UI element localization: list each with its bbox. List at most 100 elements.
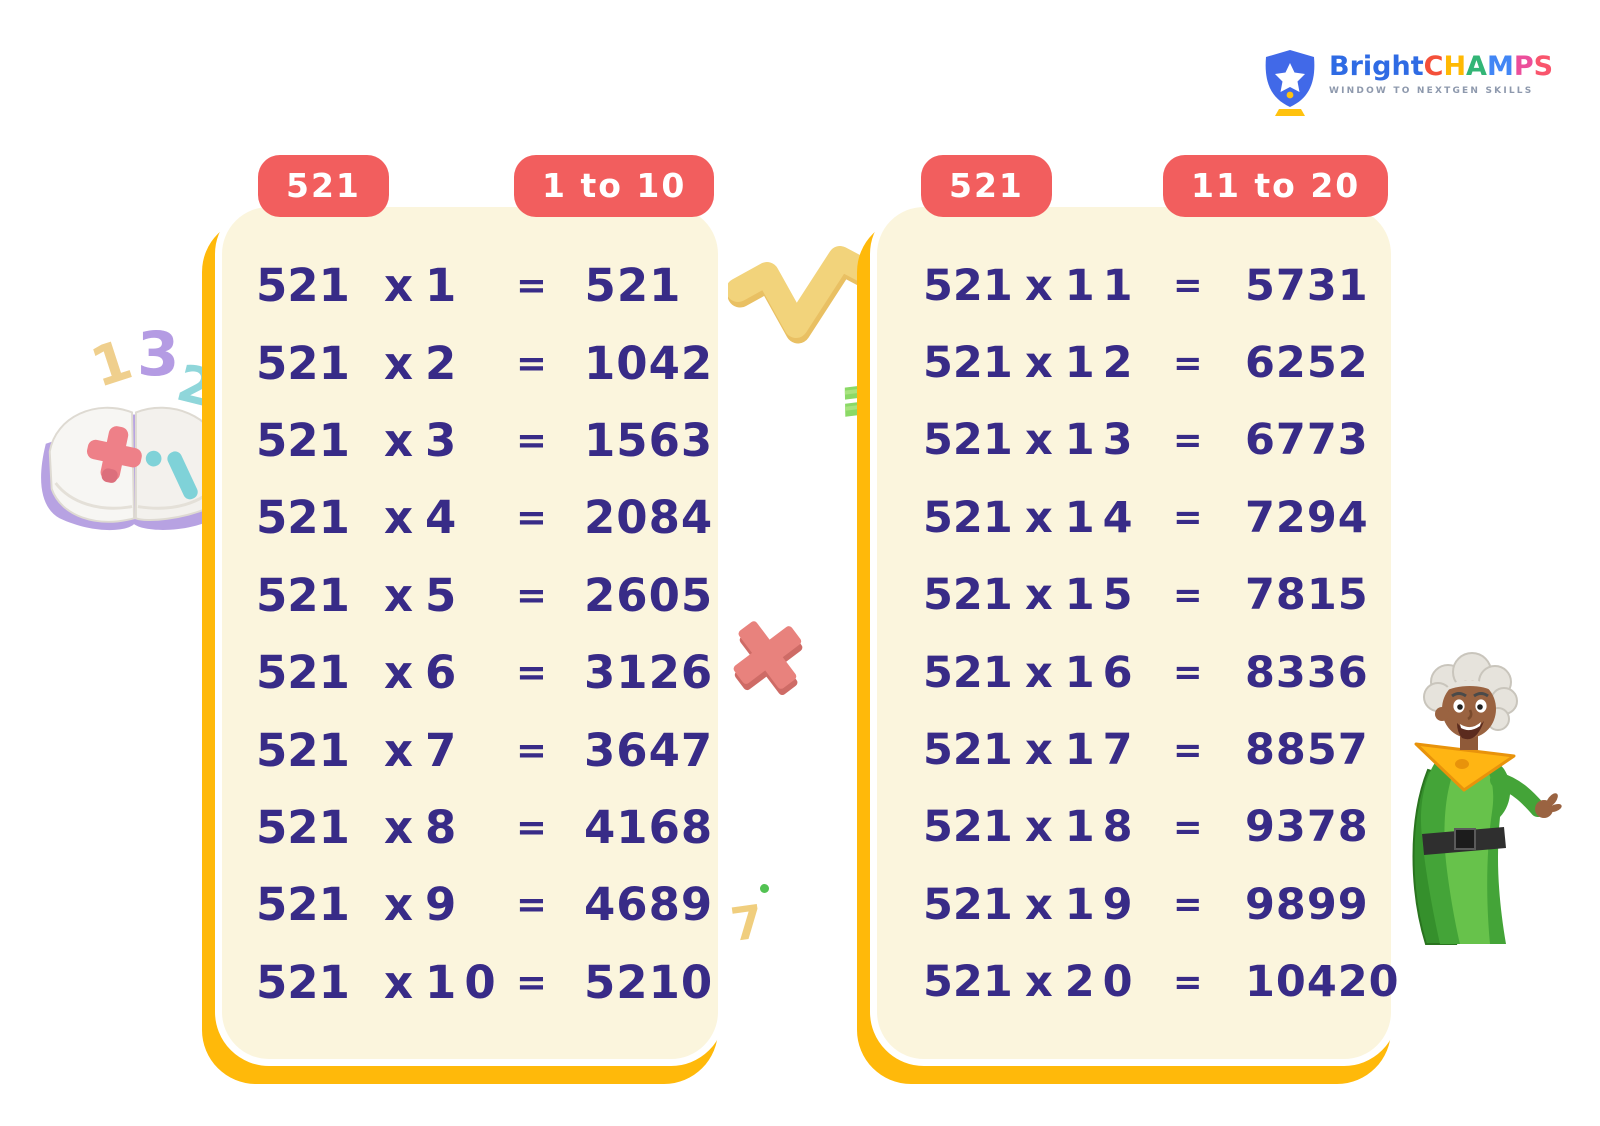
multiplicand: 521 [256, 878, 350, 932]
multiplication-row: 521 x 9 = 4689 [256, 866, 712, 943]
multiplication-row: 521 x 15 = 7815 [911, 557, 1368, 634]
multiplicand: 521 [256, 955, 350, 1009]
equals-sign: = [516, 651, 547, 695]
multiply-operator: x [1025, 338, 1053, 389]
expression: x 1 [384, 259, 516, 312]
multiplicand: 521 [256, 491, 350, 545]
multiplicand: 521 [923, 260, 1013, 311]
collar-pin [1455, 759, 1469, 769]
multiply-operator: x [384, 723, 414, 777]
expression: x 7 [384, 724, 516, 777]
multiplication-row: 521 x 8 = 4168 [256, 789, 712, 866]
multiply-operator: x [384, 955, 414, 1009]
product: 10420 [1245, 957, 1400, 1008]
multiplicand: 521 [256, 646, 350, 700]
green-dot-decoration [760, 884, 769, 893]
expression: x 5 [384, 569, 516, 622]
multiplier: 18 [1064, 802, 1141, 853]
product: 7815 [1245, 570, 1369, 621]
number-badge: 521 [258, 155, 389, 217]
floating-digit-seven: 7 [727, 894, 767, 952]
multiplicand: 521 [923, 879, 1013, 930]
math-book-illustration: 1 3 2 [41, 326, 232, 531]
expression: x 17 [1025, 725, 1173, 775]
multiplication-row: 521 x 20 = 10420 [911, 944, 1399, 1021]
nose [1467, 709, 1473, 721]
brand-tagline: WINDOW TO NEXTGEN SKILLS [1329, 86, 1534, 96]
multiply-operator: x [384, 878, 414, 932]
multiplication-cross-icon [733, 621, 803, 696]
multiplication-row: 521 x 2 = 1042 [256, 324, 712, 401]
multiplier: 20 [1064, 957, 1141, 1008]
multiplication-row: 521 x 11 = 5731 [911, 247, 1368, 324]
brand-champs: CHAMPS [1424, 51, 1553, 82]
belt-buckle [1454, 828, 1476, 850]
equals-sign: = [1173, 961, 1203, 1003]
multiplication-card-1-to-10: 521 1 to 10 521 x 1 = 521 521 x 2 = 1042… [215, 155, 725, 1066]
multiplication-card-11-to-20: 521 11 to 20 521 x 11 = 5731 521 x 12 = … [870, 155, 1399, 1066]
multiply-operator: x [384, 646, 414, 700]
multiplicand: 521 [923, 725, 1013, 776]
equals-sign: = [1173, 419, 1203, 461]
product: 6773 [1245, 415, 1369, 466]
product: 7294 [1245, 492, 1369, 543]
product: 2084 [584, 491, 714, 545]
multiplier: 10 [425, 955, 504, 1009]
equals-sign: = [1173, 806, 1203, 848]
ear [1435, 707, 1449, 721]
product: 3647 [584, 723, 714, 777]
multiply-operator: x [1025, 879, 1053, 930]
multiply-operator: x [384, 259, 414, 313]
multiply-operator: x [1025, 260, 1053, 311]
equals-sign: = [1173, 265, 1203, 307]
multiply-operator: x [384, 491, 414, 545]
multiplication-rows: 521 x 1 = 521 521 x 2 = 1042 521 x 3 = 1… [222, 247, 718, 1021]
expression: x 8 [384, 801, 516, 854]
multiplier: 16 [1064, 647, 1141, 698]
multiplication-row: 521 x 6 = 3126 [256, 634, 712, 711]
product: 4168 [584, 800, 714, 854]
multiplier: 9 [425, 878, 465, 932]
equals-sign: = [516, 883, 547, 927]
expression: x 4 [384, 491, 516, 544]
multiply-operator: x [1025, 957, 1053, 1008]
multiplier: 19 [1064, 879, 1141, 930]
multiplication-row: 521 x 3 = 1563 [256, 402, 712, 479]
equals-sign: = [1173, 729, 1203, 771]
brand-name: BrightCHAMPS [1329, 52, 1553, 82]
multiply-operator: x [384, 568, 414, 622]
product: 5210 [584, 955, 714, 1009]
multiplicand: 521 [256, 723, 350, 777]
eyes [1451, 692, 1489, 713]
multiplicand: 521 [923, 492, 1013, 543]
multiplication-row: 521 x 18 = 9378 [911, 789, 1368, 866]
multiplication-row: 521 x 10 = 5210 [256, 944, 712, 1021]
multiplicand: 521 [256, 259, 350, 313]
equals-sign: = [1173, 884, 1203, 926]
multiplication-row: 521 x 19 = 9899 [911, 866, 1368, 943]
equals-sign: = [1173, 652, 1203, 694]
equals-sign: = [1173, 497, 1203, 539]
multiplicand: 521 [923, 338, 1013, 389]
expression: x 18 [1025, 802, 1173, 852]
hair-fringe [1444, 680, 1494, 692]
product: 3126 [584, 646, 714, 700]
multiplication-row: 521 x 13 = 6773 [911, 402, 1368, 479]
multiplication-row: 521 x 5 = 2605 [256, 557, 712, 634]
product: 6252 [1245, 338, 1369, 389]
brand-bright: Bright [1329, 51, 1424, 82]
product: 8857 [1245, 725, 1369, 776]
expression: x 9 [384, 878, 516, 931]
range-badge: 11 to 20 [1163, 155, 1389, 217]
multiplier: 5 [425, 568, 465, 622]
multiplication-rows: 521 x 11 = 5731 521 x 12 = 6252 521 x 13… [877, 247, 1399, 1021]
multiplicand: 521 [256, 800, 350, 854]
equals-sign: = [516, 341, 547, 385]
product: 2605 [584, 568, 714, 622]
multiplier: 4 [425, 491, 465, 545]
multiplier: 14 [1064, 492, 1141, 543]
multiplicand: 521 [923, 570, 1013, 621]
expression: x 15 [1025, 570, 1173, 620]
floating-digit-one: 1 [83, 327, 139, 400]
multiply-operator: x [1025, 802, 1053, 853]
